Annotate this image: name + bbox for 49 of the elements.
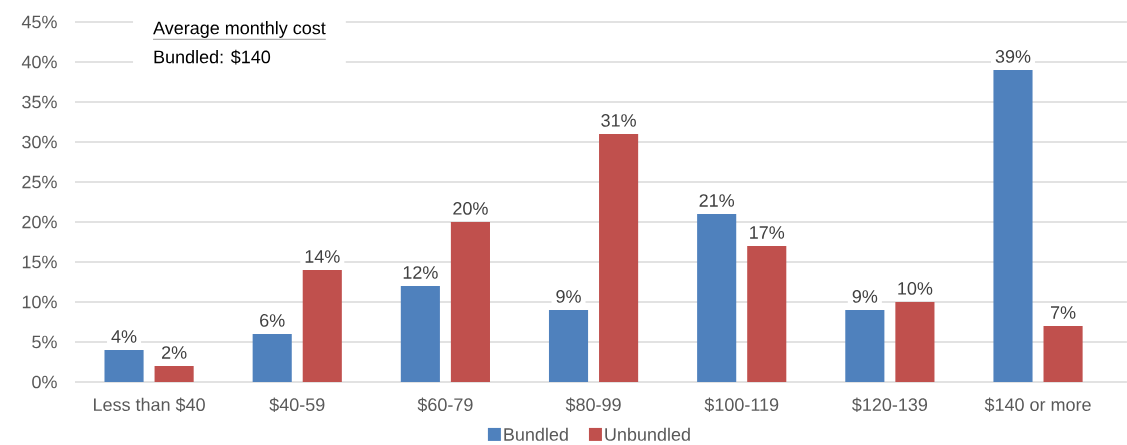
x-tick-label: $120-139: [852, 397, 928, 413]
bar: [302, 270, 342, 382]
bar: [154, 366, 194, 382]
y-tick-label: 10%: [22, 295, 57, 309]
data-label: 14%: [305, 250, 340, 263]
x-tick-label: $80-99: [565, 397, 621, 413]
data-label: 7%: [1050, 306, 1076, 319]
y-tick-label: 45%: [21, 15, 57, 29]
x-tick-label: $100-119: [704, 397, 779, 413]
bar: [599, 134, 639, 382]
legend-label: Bundled: [504, 427, 568, 441]
annotation: Average monthly cost: [153, 21, 326, 38]
y-tick-label: 40%: [21, 55, 57, 69]
data-label: 20%: [453, 202, 488, 215]
bar: [400, 286, 440, 382]
legend-label: Unbundled: [605, 427, 690, 441]
data-label: 39%: [995, 50, 1031, 63]
x-tick-label: $140 or more: [984, 397, 1091, 413]
y-tick-label: 5%: [32, 335, 57, 349]
data-label: 2%: [162, 346, 187, 359]
data-label: 10%: [898, 282, 933, 295]
bar: [895, 302, 935, 382]
bar: [450, 222, 490, 382]
data-label: 6%: [260, 314, 285, 327]
bar: [697, 214, 737, 382]
data-label: 31%: [601, 114, 636, 127]
annotation: Bundled: $140: [154, 49, 271, 65]
bar: [548, 310, 589, 382]
data-label: 9%: [852, 290, 878, 303]
data-label: 12%: [403, 266, 438, 279]
y-tick-label: 30%: [22, 135, 57, 149]
x-tick-label: $40-59: [269, 397, 325, 413]
y-tick-label: 35%: [22, 95, 57, 109]
y-tick-label: 0%: [32, 375, 57, 389]
bar: [845, 310, 885, 382]
bar: [252, 334, 292, 382]
y-tick-label: 25%: [22, 175, 57, 189]
data-label: 17%: [750, 226, 785, 239]
data-label: 4%: [111, 330, 137, 343]
y-tick-label: 15%: [22, 255, 57, 269]
y-tick-label: 20%: [22, 215, 57, 229]
bar: [993, 70, 1033, 382]
bar: [747, 246, 787, 382]
bar: [104, 350, 144, 382]
data-label: 9%: [556, 290, 581, 303]
x-tick-label: Less than $40: [94, 397, 205, 413]
bar: [1043, 326, 1083, 382]
x-tick-label: $60-79: [417, 397, 473, 413]
data-label: 21%: [699, 194, 735, 207]
